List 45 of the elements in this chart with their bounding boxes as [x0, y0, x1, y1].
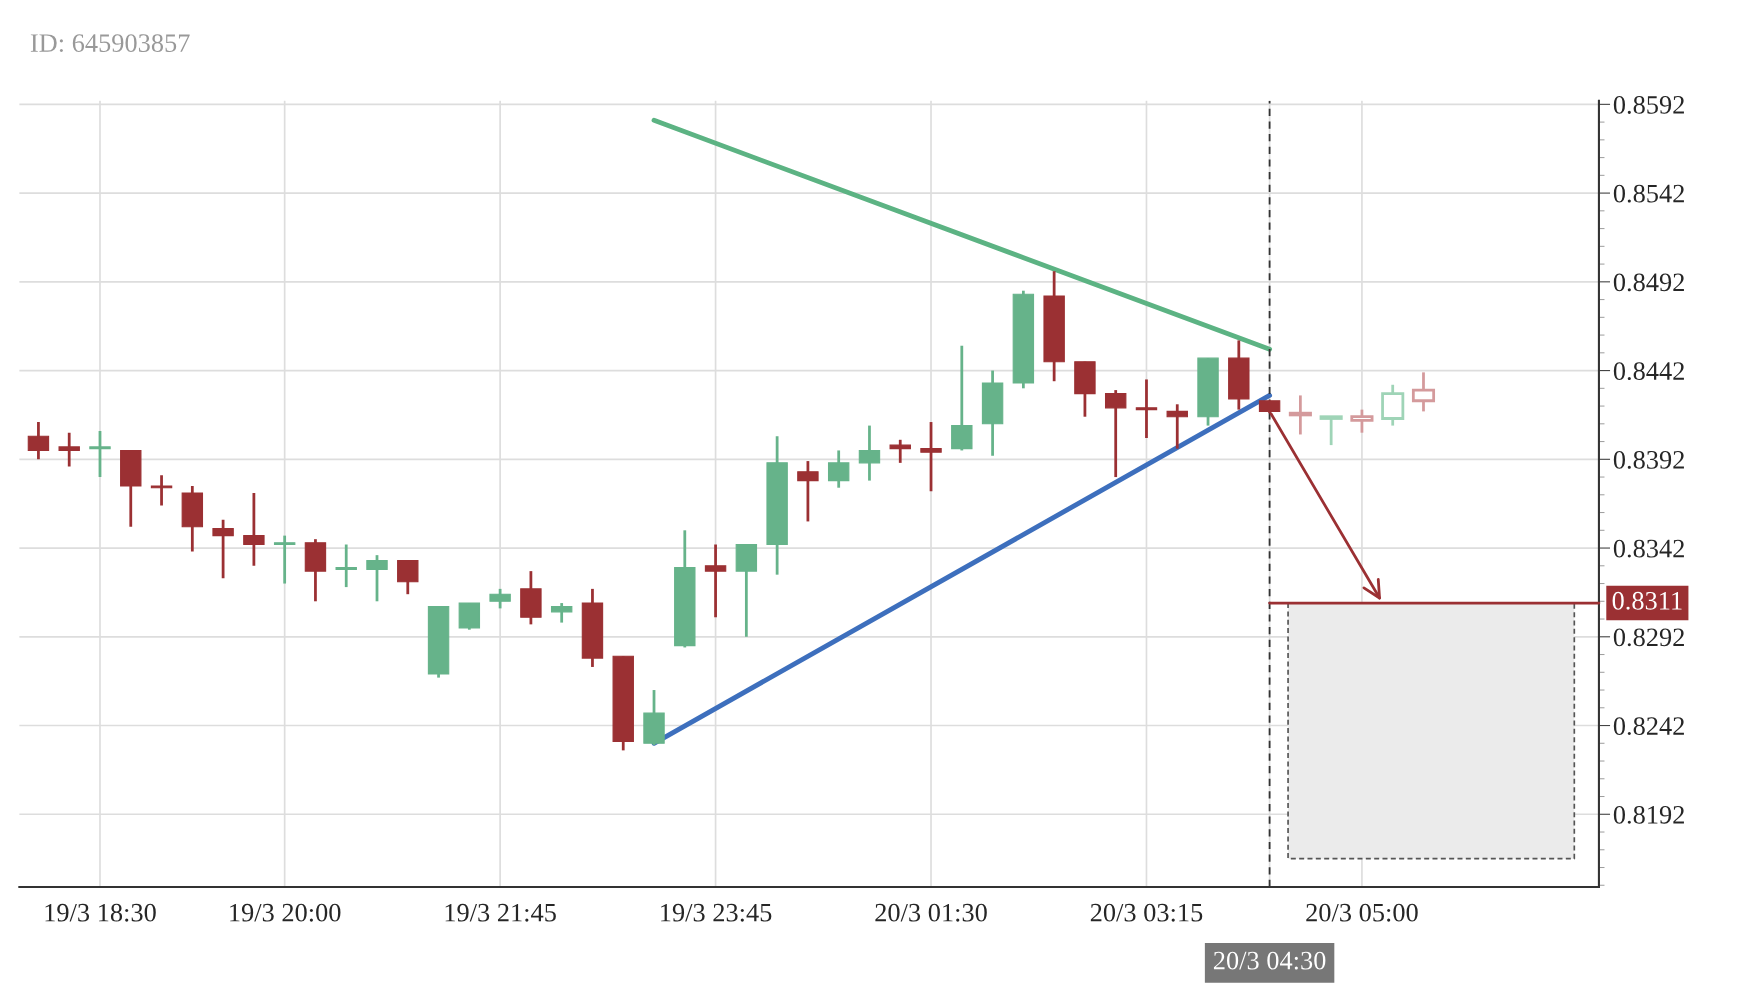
y-tick-label: 0.8342: [1613, 539, 1684, 558]
candlestick: [1350, 408, 1374, 435]
x-tick-label: 20/3 05:00: [1306, 903, 1418, 922]
x-tick-label: 19/3 20:00: [230, 903, 341, 922]
x-tick-label: 20/3 04:30: [1213, 951, 1326, 970]
x-tick-label: 20/3 01:30: [875, 903, 987, 922]
candlestick: [951, 344, 973, 452]
x-tick-label: 19/3 18:30: [45, 903, 156, 922]
candlestick: [1288, 394, 1312, 436]
y-tick-label: 0.8492: [1613, 273, 1684, 292]
candlestick: [1166, 402, 1188, 451]
candlestick: [489, 587, 511, 610]
candlestick: [858, 424, 881, 482]
y-tick-label: 0.8392: [1613, 450, 1684, 469]
candlestick: [89, 429, 111, 479]
candlestick: [335, 543, 357, 589]
candlestick: [27, 420, 50, 461]
y-tick-label: 0.8542: [1613, 184, 1684, 203]
candlestick: [366, 553, 388, 603]
candlestick: [150, 473, 173, 507]
ref-line-label: 0.8311: [1612, 591, 1682, 610]
x-tick-label: 19/3 23:45: [661, 903, 772, 922]
candlestick: [920, 420, 942, 493]
candlestick: [1104, 388, 1127, 479]
candlestick: [827, 449, 850, 490]
candlestick: [243, 491, 265, 568]
y-tick-label: 0.8192: [1613, 805, 1684, 824]
candlestick: [889, 438, 911, 465]
candlestick: [397, 559, 419, 596]
y-tick-label: 0.8292: [1613, 628, 1684, 647]
candlestick: [1411, 370, 1436, 413]
x-tick-label: 19/3 21:45: [445, 903, 556, 922]
text: ID: 645903857: [30, 34, 190, 53]
candlestick: [704, 543, 727, 619]
candlestick: [797, 459, 819, 523]
candlestick: [550, 601, 573, 624]
candlestick: [273, 534, 296, 585]
candlestick: [58, 431, 80, 468]
y-tick-label: 0.8442: [1613, 362, 1684, 381]
y-tick-label: 0.8592: [1613, 95, 1684, 114]
candlestick: [1319, 415, 1343, 447]
candlestick: [1135, 378, 1158, 440]
y-tick-label: 0.8242: [1613, 717, 1684, 736]
candlestick: [212, 518, 234, 580]
x-tick-label: 20/3 03:15: [1090, 903, 1203, 922]
